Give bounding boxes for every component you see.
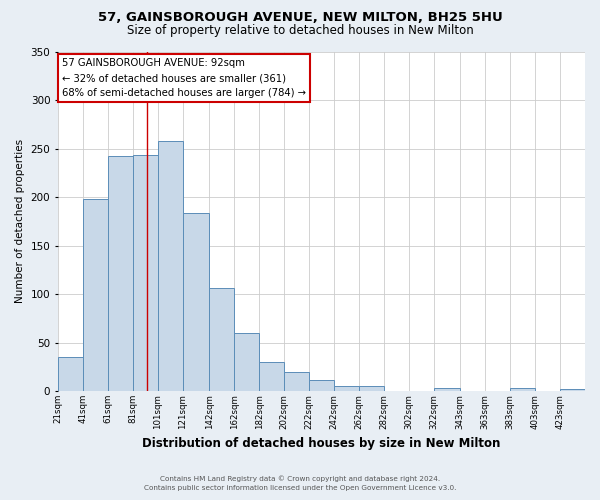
Bar	[510, 388, 535, 391]
Bar	[83, 199, 108, 391]
Bar	[309, 380, 334, 391]
Text: Contains HM Land Registry data © Crown copyright and database right 2024.
Contai: Contains HM Land Registry data © Crown c…	[144, 476, 456, 491]
Bar	[209, 288, 234, 391]
Bar	[334, 386, 359, 391]
Text: 57, GAINSBOROUGH AVENUE, NEW MILTON, BH25 5HU: 57, GAINSBOROUGH AVENUE, NEW MILTON, BH2…	[98, 11, 502, 24]
Bar	[434, 388, 460, 391]
Y-axis label: Number of detached properties: Number of detached properties	[15, 139, 25, 304]
Bar	[284, 372, 309, 391]
Bar	[108, 156, 133, 391]
Bar	[259, 362, 284, 391]
Bar	[560, 389, 585, 391]
Text: 57 GAINSBOROUGH AVENUE: 92sqm
← 32% of detached houses are smaller (361)
68% of : 57 GAINSBOROUGH AVENUE: 92sqm ← 32% of d…	[62, 58, 305, 98]
Bar	[58, 357, 83, 391]
Bar	[234, 333, 259, 391]
Bar	[183, 214, 209, 391]
Bar	[158, 140, 183, 391]
X-axis label: Distribution of detached houses by size in New Milton: Distribution of detached houses by size …	[142, 437, 500, 450]
Bar	[359, 386, 384, 391]
Text: Size of property relative to detached houses in New Milton: Size of property relative to detached ho…	[127, 24, 473, 37]
Bar	[133, 156, 158, 391]
